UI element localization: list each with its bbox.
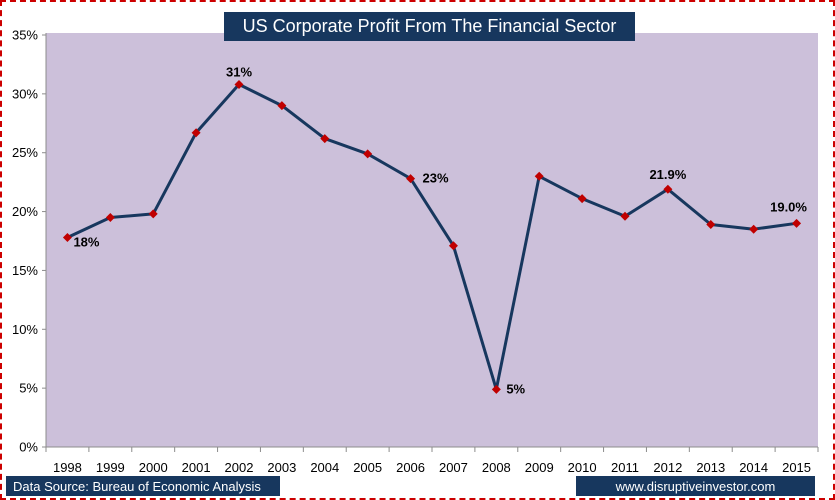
data-label: 5% bbox=[506, 381, 525, 396]
x-tick-label: 1999 bbox=[96, 460, 125, 475]
data-point-marker bbox=[491, 384, 501, 394]
y-tick-label: 25% bbox=[12, 145, 38, 160]
y-tick-label: 20% bbox=[12, 204, 38, 219]
data-point-marker bbox=[105, 212, 115, 222]
data-point-marker bbox=[406, 174, 416, 184]
data-point-marker bbox=[62, 232, 72, 242]
website-link[interactable]: www.disruptiveinvestor.com bbox=[576, 476, 815, 496]
plot-area bbox=[46, 33, 818, 447]
x-tick-label: 2014 bbox=[739, 460, 768, 475]
data-label: 21.9% bbox=[649, 167, 686, 182]
y-tick-label: 0% bbox=[19, 440, 38, 455]
data-source-label: Data Source: Bureau of Economic Analysis bbox=[6, 476, 280, 496]
series-line bbox=[66, 82, 797, 391]
data-point-marker bbox=[792, 218, 802, 228]
data-point-marker bbox=[448, 241, 458, 251]
y-tick-label: 35% bbox=[12, 28, 38, 43]
y-tick-label: 30% bbox=[12, 86, 38, 101]
data-point-marker bbox=[620, 211, 630, 221]
series-group bbox=[66, 82, 797, 391]
axes bbox=[42, 33, 819, 452]
x-tick-label: 2013 bbox=[696, 460, 725, 475]
y-tick-label: 15% bbox=[12, 263, 38, 278]
data-points bbox=[62, 79, 802, 394]
data-label: 31% bbox=[226, 64, 252, 79]
data-point-marker bbox=[363, 149, 373, 159]
data-point-marker bbox=[663, 184, 673, 194]
x-tick-label: 2008 bbox=[482, 460, 511, 475]
x-tick-label: 2009 bbox=[525, 460, 554, 475]
x-tick-label: 2010 bbox=[568, 460, 597, 475]
x-tick-label: 1998 bbox=[53, 460, 82, 475]
x-tick-label: 2001 bbox=[182, 460, 211, 475]
data-label: 18% bbox=[73, 234, 99, 249]
data-label: 23% bbox=[423, 171, 449, 186]
y-axis-tick-labels: 0% 5% 10% 15% 20% 25% 30% 35% bbox=[12, 28, 38, 455]
data-point-marker bbox=[148, 209, 158, 219]
x-tick-label: 2011 bbox=[611, 460, 639, 475]
x-tick-label: 2006 bbox=[396, 460, 425, 475]
x-tick-label: 2012 bbox=[653, 460, 682, 475]
data-point-marker bbox=[191, 128, 201, 138]
data-label: 19.0% bbox=[770, 199, 807, 214]
x-tick-label: 2007 bbox=[439, 460, 468, 475]
x-tick-label: 2004 bbox=[310, 460, 339, 475]
data-point-marker bbox=[234, 79, 244, 89]
data-point-marker bbox=[706, 220, 716, 230]
x-tick-label: 2015 bbox=[782, 460, 811, 475]
data-point-marker bbox=[277, 101, 287, 111]
x-axis-tick-labels: 1998 1999 2000 2001 2002 2003 2004 2005 2006 2007… bbox=[53, 460, 811, 475]
y-tick-label: 10% bbox=[12, 322, 38, 337]
data-point-marker bbox=[320, 134, 330, 144]
x-tick-label: 2005 bbox=[353, 460, 382, 475]
data-point-marker bbox=[534, 171, 544, 181]
x-tick-label: 2002 bbox=[225, 460, 254, 475]
chart-title: US Corporate Profit From The Financial S… bbox=[224, 12, 635, 41]
data-labels: 18% 31% 23% 5% 21.9% 19.0% bbox=[73, 64, 807, 396]
data-point-marker bbox=[749, 224, 759, 234]
y-tick-label: 5% bbox=[19, 381, 38, 396]
x-tick-label: 2003 bbox=[267, 460, 296, 475]
data-point-marker bbox=[577, 194, 587, 204]
x-tick-label: 2000 bbox=[139, 460, 168, 475]
